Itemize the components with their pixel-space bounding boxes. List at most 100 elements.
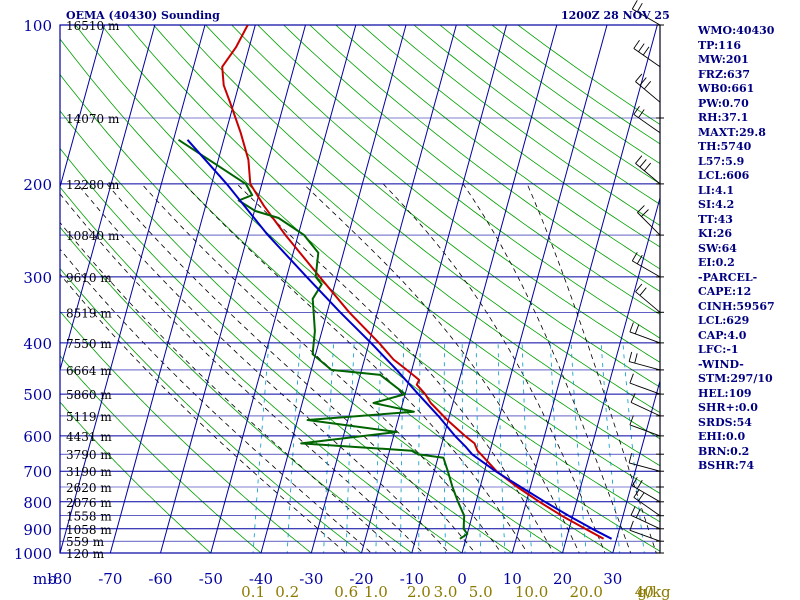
index-12: SI:4.2 — [698, 198, 735, 211]
pressure-tick-800: 800 — [23, 494, 52, 512]
temperature-tick--70: -70 — [98, 570, 122, 588]
height-label-500: 5860 m — [66, 388, 112, 402]
dry-adiabat-140 — [309, 25, 660, 292]
wind-barb-flag-7-1 — [639, 287, 647, 296]
height-label-550: 5119 m — [66, 410, 112, 424]
wind-barb-flag-4-1 — [639, 159, 647, 168]
mixing-ratio-label-4: 2.0 — [407, 583, 431, 600]
mixing-ratio-label-7: 10.0 — [515, 583, 548, 600]
pressure-tick-400: 400 — [23, 335, 52, 353]
height-label-850: 1558 m — [66, 510, 112, 524]
dry-adiabat-160 — [361, 25, 660, 248]
height-label-650: 3790 m — [66, 448, 112, 462]
height-label-350: 8519 m — [66, 306, 112, 320]
mixing-ratio-label-1: 0.2 — [275, 583, 299, 600]
index-24: STM:297/10 — [698, 372, 773, 385]
index-1: TP:116 — [698, 38, 742, 52]
wind-barb-flag-5-0 — [637, 205, 645, 213]
temperature-tick--80: -80 — [48, 570, 72, 588]
height-label-100: 16510 m — [66, 19, 120, 33]
pressure-tick-500: 500 — [23, 386, 52, 404]
moist-adiabat-40 — [526, 183, 657, 553]
temperature-tick-0: 0 — [457, 570, 467, 588]
index-29: BRN:0.2 — [698, 444, 750, 458]
dewpoint-trace — [177, 138, 469, 540]
index-8: TH:5740 — [698, 140, 752, 153]
isotherm--70 — [109, 24, 256, 554]
parcel-trace — [186, 139, 613, 540]
temperature-tick-10: 10 — [503, 570, 522, 588]
mixing-ratio-line-0.6 — [345, 342, 355, 553]
isotherm--30 — [310, 24, 457, 554]
wind-barb-flag-4-2 — [643, 162, 652, 172]
wind-barb-flag-11-0 — [630, 393, 636, 403]
wind-barb-flag-16-0 — [630, 506, 636, 516]
mixing-ratio-label-8: 20.0 — [569, 583, 602, 600]
mixing-ratio-label-2: 0.6 — [334, 583, 358, 600]
moist-adiabat-30 — [382, 183, 606, 553]
dry-adiabat-70 — [127, 25, 660, 467]
temperature-tick--60: -60 — [148, 570, 172, 588]
temperature-tick-20: 20 — [553, 570, 572, 588]
dry-adiabat--30 — [60, 310, 312, 553]
dry-adiabat--40 — [60, 355, 262, 553]
wind-barb-flag-0-0 — [631, 0, 638, 10]
wind-barb-flag-10-0 — [629, 373, 634, 384]
height-label-900: 1058 m — [66, 523, 112, 537]
wind-barb-flag-15-0 — [633, 488, 640, 498]
index-10: LCL:606 — [698, 169, 750, 182]
wind-barb-17 — [629, 529, 661, 542]
chart-title: OEMA (40430) Sounding — [66, 9, 220, 22]
wind-barb-flag-6-0 — [631, 252, 638, 262]
temperature-tick-30: 30 — [603, 570, 622, 588]
height-label-150: 14070 m — [66, 112, 120, 126]
index-18: CAPE:12 — [698, 285, 752, 298]
wind-barb-flag-4-0 — [635, 155, 643, 164]
mixing-ratio-label-6: 5.0 — [469, 583, 493, 600]
dry-adiabat-40 — [60, 38, 660, 552]
wind-barb-flag-5-1 — [641, 209, 649, 217]
moist-adiabat-5 — [106, 183, 476, 553]
wind-barb-flag-3-1 — [638, 109, 645, 118]
dry-adiabat-150 — [335, 25, 660, 270]
index-7: MAXT:29.8 — [698, 125, 766, 139]
dry-adiabat-30 — [60, 73, 614, 553]
index-0: WMO:40430 — [698, 24, 775, 37]
isotherm-30 — [612, 380, 661, 554]
wind-barb-flag-15-1 — [638, 492, 645, 501]
wind-barbs — [628, 0, 661, 542]
wind-barb-flag-7-0 — [635, 283, 643, 292]
wind-barb-9 — [628, 361, 661, 371]
isotherm--80 — [59, 24, 206, 554]
temperature-tick--20: -20 — [349, 570, 373, 588]
index-21: CAP:4.0 — [698, 328, 747, 342]
isotherm--40 — [260, 24, 407, 554]
isotherm--50 — [210, 24, 357, 554]
mixing-ratio-label-3: 1.0 — [364, 583, 388, 600]
moist-adiabat-0 — [77, 183, 450, 553]
wind-barb-10 — [629, 382, 661, 395]
mixing-ratio-line-2 — [418, 342, 421, 553]
isotherm--10 — [411, 24, 558, 554]
index-16: EI:0.2 — [698, 256, 735, 269]
mixing-ratio-line-3 — [443, 342, 446, 553]
moist-adiabat--5 — [60, 193, 424, 553]
wind-barb-flag-1-1 — [638, 43, 645, 53]
index-11: LI:4.1 — [698, 183, 735, 197]
wind-barb-12 — [629, 424, 661, 437]
dry-adiabat-50 — [74, 25, 660, 523]
mixing-ratio-label-9: 40 — [635, 583, 654, 600]
moist-adiabat--10 — [60, 221, 398, 553]
wind-barb-flag-3-0 — [633, 105, 640, 115]
wind-barb-flag-17-0 — [629, 520, 634, 531]
index-3: FRZ:637 — [698, 67, 751, 81]
temperature-tick--50: -50 — [199, 570, 223, 588]
mixing-ratio-line-1.5 — [400, 342, 405, 553]
observation-time: 1200Z 28 NOV 25 — [561, 9, 670, 22]
wind-barb-flag-0-1 — [636, 2, 643, 13]
mixing-ratio-unit: g/kg — [637, 583, 671, 600]
index-15: SW:64 — [698, 241, 737, 255]
dry-adiabat-100 — [205, 25, 660, 388]
mixing-ratio-line-1 — [375, 342, 382, 553]
isotherm--20 — [361, 24, 507, 554]
